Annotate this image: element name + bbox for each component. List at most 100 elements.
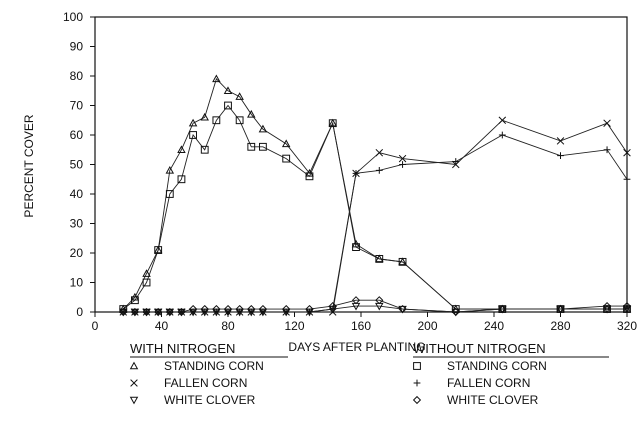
data-point-plus [178, 308, 185, 316]
y-tick-label: 70 [70, 99, 84, 113]
data-point-square [224, 101, 232, 110]
data-point-square [398, 257, 407, 266]
x-tick-label: 280 [550, 319, 570, 333]
data-point-plus [452, 158, 460, 165]
data-point-diamond [200, 304, 209, 314]
data-point-diamond [556, 304, 565, 314]
x-tick-label: 240 [484, 319, 504, 333]
x-tick-label: 0 [92, 319, 99, 333]
y-tick-label: 60 [70, 128, 84, 142]
data-point-triangle-up [177, 145, 186, 153]
data-point-diamond [165, 307, 174, 317]
data-point-triangle-down [602, 305, 612, 314]
x-tick-label: 200 [417, 319, 437, 333]
data-point-diamond [223, 304, 233, 314]
x-tick-label: 320 [617, 319, 637, 333]
legend-label: STANDING CORN [447, 359, 547, 373]
data-point-plus [623, 175, 631, 183]
y-tick-label: 90 [70, 40, 84, 54]
data-point-diamond [235, 304, 244, 314]
data-point-square [165, 190, 174, 198]
data-point-square [352, 243, 360, 251]
x-axis-title: DAYS AFTER PLANTING [288, 340, 425, 354]
y-tick-label: 100 [63, 10, 83, 24]
x-tick-label: 120 [284, 319, 304, 333]
data-point-triangle-down [622, 305, 632, 314]
data-point-square [177, 175, 186, 184]
data-point-square [282, 154, 291, 163]
data-point-square [131, 296, 139, 305]
legend-label: STANDING CORN [164, 359, 264, 373]
legend-marker-square [413, 362, 421, 370]
y-tick-label: 10 [70, 276, 84, 290]
data-point-triangle-up [281, 139, 291, 148]
data-point-triangle-up [200, 112, 209, 121]
x-tick-label: 160 [351, 319, 371, 333]
data-point-triangle-up [223, 86, 233, 94]
data-point-diamond [451, 307, 460, 317]
data-point-diamond [282, 304, 291, 314]
y-tick-label: 0 [76, 305, 83, 319]
plot-frame [94, 16, 628, 313]
data-point-diamond [119, 307, 128, 317]
data-point-triangle-up [153, 245, 163, 254]
data-point-diamond [212, 304, 221, 314]
data-point-diamond [602, 301, 612, 311]
x-tick-label: 40 [155, 319, 169, 333]
data-point-diamond [375, 296, 384, 305]
data-point-diamond [398, 304, 407, 314]
data-point-square [235, 116, 244, 125]
data-point-triangle-up [212, 74, 221, 83]
data-point-plus [498, 131, 506, 139]
data-point-plus [154, 308, 162, 316]
data-point-square [200, 145, 209, 154]
data-point-x [603, 119, 611, 127]
legend-heading: WITHOUT NITROGEN [413, 341, 546, 356]
data-point-diamond [328, 301, 337, 311]
data-point-diamond [142, 307, 151, 317]
data-point-diamond [258, 304, 268, 314]
data-point-square [375, 255, 384, 263]
data-point-diamond [130, 307, 140, 317]
data-point-diamond [351, 296, 361, 305]
legend-marker-plus [413, 379, 421, 387]
y-tick-label: 20 [70, 246, 84, 260]
data-point-triangle-up [165, 165, 175, 174]
data-point-plus [557, 152, 564, 160]
data-point-plus [143, 308, 150, 316]
y-tick-label: 50 [70, 158, 84, 172]
data-point-diamond [177, 307, 186, 317]
series-line-3 [123, 104, 627, 310]
data-point-square [247, 142, 256, 151]
x-tick-label: 80 [221, 319, 235, 333]
data-point-diamond [154, 307, 163, 317]
data-point-diamond [188, 304, 198, 314]
data-point-triangle-up [247, 109, 256, 118]
data-point-x [498, 116, 507, 125]
data-point-square [142, 278, 151, 287]
legend-heading: WITH NITROGEN [130, 341, 235, 356]
data-point-plus [399, 161, 406, 168]
y-tick-label: 40 [70, 187, 84, 201]
data-point-plus [352, 169, 360, 177]
series-line-4 [123, 134, 628, 313]
series-line-1 [123, 119, 628, 313]
data-point-triangle-up [258, 124, 268, 133]
data-point-triangle-up [451, 304, 461, 313]
data-point-x [623, 148, 631, 157]
legend-label: WHITE CLOVER [164, 393, 256, 407]
data-point-square [603, 305, 611, 313]
data-point-square [623, 305, 631, 313]
data-point-triangle-up [142, 269, 151, 277]
data-point-diamond [622, 301, 632, 311]
legend-marker-x [130, 379, 138, 387]
data-point-plus [375, 167, 383, 174]
data-point-square [189, 131, 197, 139]
data-point-diamond [498, 304, 507, 314]
data-point-square [305, 172, 314, 181]
data-point-square [154, 246, 163, 254]
data-point-square [259, 142, 267, 151]
y-tick-label: 80 [70, 69, 84, 83]
data-point-plus [131, 308, 139, 316]
